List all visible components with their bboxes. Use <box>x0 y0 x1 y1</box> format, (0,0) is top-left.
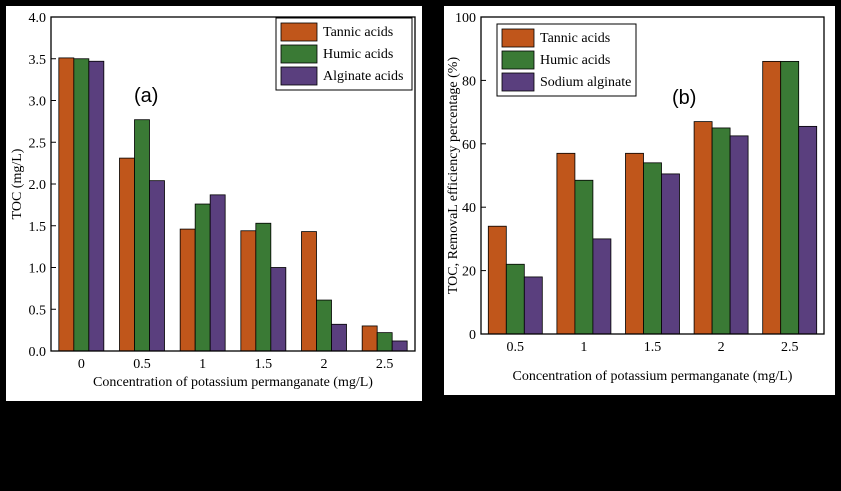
y-tick-label-1-2: 40 <box>462 201 476 216</box>
y-tick-label-0-7: 3.5 <box>29 53 47 68</box>
legend-swatch-0-1 <box>280 44 318 64</box>
legend-label-1-0: Tannic acids <box>540 31 610 46</box>
bar-0-1-4 <box>316 299 332 352</box>
bar-0-2-3 <box>270 267 287 352</box>
x-tick-label-0-3: 1.5 <box>255 357 273 372</box>
bar-0-1-5 <box>376 332 393 352</box>
y-tick-label-1-0: 0 <box>469 328 476 343</box>
y-tick-label-0-6: 3.0 <box>29 95 47 110</box>
y-axis-label-1: TOC, RemovaL efficiency percentage (%) <box>446 57 461 295</box>
bar-0-0-1 <box>119 157 135 352</box>
y-tick-label-1-5: 100 <box>455 11 476 26</box>
bar-0-1-1 <box>134 119 150 352</box>
chart-a-svg: 0.00.51.01.52.02.53.03.54.00 0.5 1 1.5 2 2.5C… <box>10 11 416 390</box>
legend-swatch-1-1 <box>501 50 535 70</box>
bar-0-0-0 <box>58 57 75 352</box>
x-tick-label-1-0: 0.5 <box>507 340 525 355</box>
bar-0-2-1 <box>149 180 165 352</box>
x-tick-label-1-2: 1.5 <box>644 340 662 355</box>
bar-1-0-3 <box>693 121 713 335</box>
bar-0-1-0 <box>73 58 90 352</box>
bar-1-1-2 <box>643 162 662 335</box>
bar-0-1-2 <box>194 203 211 352</box>
chart-panel-a: 0.0 0.5 1.0 1.5 2.0 2.5 3.0 3.5 4.0 0 0.5 1 1.5 2 2.5 C… <box>6 6 422 401</box>
bar-1-2-0 <box>523 276 543 335</box>
bar-0-0-4 <box>301 231 317 352</box>
bar-1-0-0 <box>487 225 507 335</box>
x-axis-label-0: Concentration of potassium permanganate … <box>93 375 373 390</box>
y-tick-label-0-0: 0.0 <box>29 345 47 360</box>
x-tick-label-1-3: 2 <box>718 340 725 355</box>
y-tick-label-0-2: 1.0 <box>29 262 47 277</box>
x-tick-label-0-5: 2.5 <box>376 357 394 372</box>
plot-frame-1 <box>480 16 825 335</box>
legend-swatch-1-0 <box>501 28 535 48</box>
bar-0-2-5 <box>391 340 408 352</box>
y-tick-label-0-3: 1.5 <box>29 220 47 235</box>
bar-0-0-3 <box>240 230 257 352</box>
legend-swatch-0-2 <box>280 66 318 86</box>
legend-label-0-1: Humic acids <box>323 47 393 62</box>
chart-b-svg: 0 20 40 60 80 100 0.5 1 1.5 2 2.5 Concentration of … <box>446 11 825 384</box>
x-tick-label-1-1: 1 <box>580 340 587 355</box>
y-axis-label-0: TOC (mg/L) <box>10 148 25 219</box>
legend-label-1-2: Sodium alginate <box>540 75 631 90</box>
y-tick-label-0-1: 0.5 <box>29 303 47 318</box>
panel-label-0: (a) <box>134 85 158 107</box>
bar-1-0-2 <box>625 152 644 335</box>
y-tick-label-0-8: 4.0 <box>29 11 47 26</box>
bar-0-1-3 <box>255 222 272 352</box>
x-tick-label-0-1: 0.5 <box>133 357 151 372</box>
bar-1-0-4 <box>762 60 782 335</box>
x-axis-label-1: Concentration of potassium permanganate … <box>513 369 793 384</box>
x-tick-label-0-0: 0 <box>78 357 85 372</box>
bar-1-2-4 <box>798 125 818 335</box>
x-tick-label-1-4: 2.5 <box>781 340 799 355</box>
legend-label-0-2: Alginate acids <box>323 69 403 84</box>
bar-0-0-2 <box>179 228 196 352</box>
y-tick-label-0-5: 2.5 <box>29 136 47 151</box>
bar-1-0-1 <box>556 152 576 335</box>
y-tick-label-1-1: 20 <box>462 265 476 280</box>
y-tick-label-1-4: 80 <box>462 74 476 89</box>
bar-1-1-4 <box>780 60 800 335</box>
bar-0-2-2 <box>209 194 226 352</box>
legend-label-0-0: Tannic acids <box>323 25 393 40</box>
y-tick-label-1-3: 60 <box>462 138 476 153</box>
bar-1-1-3 <box>711 127 731 335</box>
bar-1-1-0 <box>505 263 525 335</box>
chart-panel-b: 0 20 40 60 80 100 0.5 1 1.5 2 2.5 Concentration of … <box>444 6 835 395</box>
bar-1-2-1 <box>592 238 612 335</box>
bar-1-1-1 <box>574 179 594 335</box>
bar-0-0-5 <box>361 325 378 352</box>
legend-label-1-1: Humic acids <box>540 53 610 68</box>
bar-1-2-2 <box>661 173 680 335</box>
x-tick-label-0-2: 1 <box>199 357 206 372</box>
bar-0-2-0 <box>88 60 105 352</box>
bar-0-2-4 <box>331 323 347 352</box>
legend-swatch-0-0 <box>280 22 318 42</box>
bar-1-2-3 <box>729 135 749 335</box>
x-tick-label-0-4: 2 <box>321 357 328 372</box>
y-tick-label-0-4: 2.0 <box>29 178 47 193</box>
panel-label-1: (b) <box>672 87 696 109</box>
legend-swatch-1-2 <box>501 72 535 92</box>
